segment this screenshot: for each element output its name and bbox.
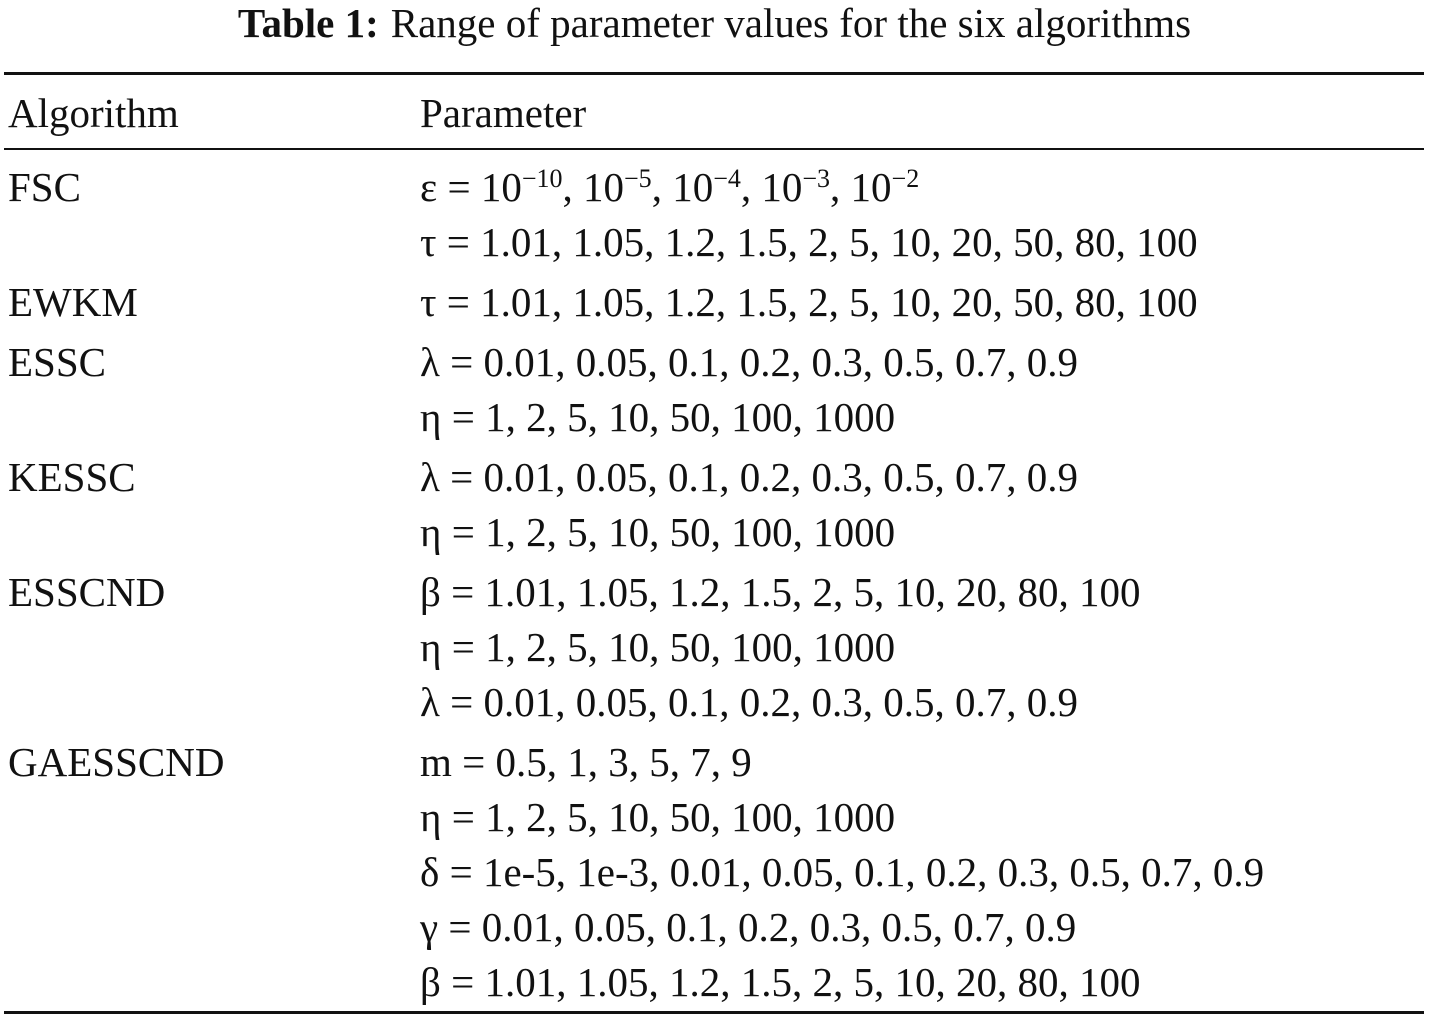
- parameter-text: η = 1, 2, 5, 10, 50, 100, 1000: [420, 509, 896, 555]
- caption-label: Table 1:: [237, 0, 379, 46]
- header-rule: [4, 148, 1424, 150]
- parameter-cell: β = 1.01, 1.05, 1.2, 1.5, 2, 5, 10, 20, …: [420, 565, 1429, 730]
- parameter-line: ε = 10−10, 10−5, 10−4, 10−3, 10−2: [420, 160, 1429, 215]
- parameter-line: τ = 1.01, 1.05, 1.2, 1.5, 2, 5, 10, 20, …: [420, 275, 1429, 330]
- parameter-cell: m = 0.5, 1, 3, 5, 7, 9 η = 1, 2, 5, 10, 5…: [420, 735, 1429, 1010]
- algorithm-cell: FSC: [8, 164, 81, 210]
- table-row: ESSC λ = 0.01, 0.05, 0.1, 0.2, 0.3, 0.5, …: [0, 335, 1429, 450]
- bottom-rule: [4, 1011, 1424, 1014]
- parameter-line: β = 1.01, 1.05, 1.2, 1.5, 2, 5, 10, 20, …: [420, 565, 1429, 620]
- parameter-text: τ = 1.01, 1.05, 1.2, 1.5, 2, 5, 10, 20, …: [420, 279, 1198, 325]
- parameter-text: β = 1.01, 1.05, 1.2, 1.5, 2, 5, 10, 20, …: [420, 569, 1141, 615]
- parameter-cell: τ = 1.01, 1.05, 1.2, 1.5, 2, 5, 10, 20, …: [420, 275, 1429, 330]
- parameter-text: η = 1, 2, 5, 10, 50, 100, 1000: [420, 394, 896, 440]
- table-body: FSC ε = 10−10, 10−5, 10−4, 10−3, 10−2 τ = …: [0, 160, 1429, 1015]
- parameter-text: δ = 1e-5, 1e-3, 0.01, 0.05, 0.1, 0.2, 0.…: [420, 849, 1265, 895]
- table-row: FSC ε = 10−10, 10−5, 10−4, 10−3, 10−2 τ = …: [0, 160, 1429, 275]
- table-header: Algorithm Parameter: [0, 88, 1429, 138]
- parameter-text: m = 0.5, 1, 3, 5, 7, 9: [420, 739, 752, 785]
- parameter-text: , 10: [562, 164, 625, 210]
- parameter-text: , 10: [830, 164, 892, 210]
- parameter-text: γ = 0.01, 0.05, 0.1, 0.2, 0.3, 0.5, 0.7,…: [420, 904, 1077, 950]
- exponent: −3: [802, 164, 831, 193]
- algorithm-cell: KESSC: [8, 454, 136, 500]
- parameter-line: λ = 0.01, 0.05, 0.1, 0.2, 0.3, 0.5, 0.7,…: [420, 675, 1429, 730]
- parameter-cell: λ = 0.01, 0.05, 0.1, 0.2, 0.3, 0.5, 0.7,…: [420, 335, 1429, 445]
- parameter-line: λ = 0.01, 0.05, 0.1, 0.2, 0.3, 0.5, 0.7,…: [420, 335, 1429, 390]
- parameter-line: γ = 0.01, 0.05, 0.1, 0.2, 0.3, 0.5, 0.7,…: [420, 900, 1429, 955]
- parameter-line: λ = 0.01, 0.05, 0.1, 0.2, 0.3, 0.5, 0.7,…: [420, 450, 1429, 505]
- parameter-text: , 10: [651, 164, 714, 210]
- header-cell: Algorithm: [8, 90, 179, 136]
- parameter-line: δ = 1e-5, 1e-3, 0.01, 0.05, 0.1, 0.2, 0.…: [420, 845, 1429, 900]
- exponent: −10: [521, 164, 563, 193]
- top-rule: [4, 72, 1424, 75]
- parameter-line: η = 1, 2, 5, 10, 50, 100, 1000: [420, 505, 1429, 560]
- parameter-line: η = 1, 2, 5, 10, 50, 100, 1000: [420, 620, 1429, 675]
- parameter-line: β = 1.01, 1.05, 1.2, 1.5, 2, 5, 10, 20, …: [420, 955, 1429, 1010]
- exponent: −5: [624, 164, 652, 193]
- parameter-cell: ε = 10−10, 10−5, 10−4, 10−3, 10−2 τ = 1.0…: [420, 160, 1429, 270]
- table-row: KESSC λ = 0.01, 0.05, 0.1, 0.2, 0.3, 0.5,…: [0, 450, 1429, 565]
- parameter-line: η = 1, 2, 5, 10, 50, 100, 1000: [420, 390, 1429, 445]
- algorithm-cell: GAESSCND: [8, 739, 225, 785]
- parameter-text: λ = 0.01, 0.05, 0.1, 0.2, 0.3, 0.5, 0.7,…: [420, 454, 1079, 500]
- parameter-text: η = 1, 2, 5, 10, 50, 100, 1000: [420, 624, 896, 670]
- parameter-text: , 10: [740, 164, 803, 210]
- parameter-text: λ = 0.01, 0.05, 0.1, 0.2, 0.3, 0.5, 0.7,…: [420, 679, 1079, 725]
- parameter-line: m = 0.5, 1, 3, 5, 7, 9: [420, 735, 1429, 790]
- parameter-text: λ = 0.01, 0.05, 0.1, 0.2, 0.3, 0.5, 0.7,…: [420, 339, 1079, 385]
- algorithm-cell: EWKM: [8, 279, 138, 325]
- algorithm-cell: ESSC: [8, 339, 106, 385]
- parameter-text: τ = 1.01, 1.05, 1.2, 1.5, 2, 5, 10, 20, …: [420, 219, 1198, 265]
- parameter-text: η = 1, 2, 5, 10, 50, 100, 1000: [420, 794, 896, 840]
- table-row: GAESSCND m = 0.5, 1, 3, 5, 7, 9 η = 1, 2, …: [0, 735, 1429, 1015]
- parameter-text: β = 1.01, 1.05, 1.2, 1.5, 2, 5, 10, 20, …: [420, 959, 1141, 1005]
- exponent: −4: [713, 164, 741, 193]
- table-row: ESSCND β = 1.01, 1.05, 1.2, 1.5, 2, 5, 10…: [0, 565, 1429, 735]
- parameter-text: ε = 10: [420, 164, 522, 210]
- header-cell: Parameter: [420, 90, 587, 136]
- table-row: EWKM τ = 1.01, 1.05, 1.2, 1.5, 2, 5, 10, …: [0, 275, 1429, 335]
- parameter-line: τ = 1.01, 1.05, 1.2, 1.5, 2, 5, 10, 20, …: [420, 215, 1429, 270]
- parameter-cell: λ = 0.01, 0.05, 0.1, 0.2, 0.3, 0.5, 0.7,…: [420, 450, 1429, 560]
- exponent: −2: [891, 164, 920, 193]
- table-caption: Table 1: Range of parameter values for th…: [0, 0, 1429, 46]
- parameter-line: η = 1, 2, 5, 10, 50, 100, 1000: [420, 790, 1429, 845]
- algorithm-cell: ESSCND: [8, 569, 166, 615]
- caption-text: Range of parameter values for the six al…: [390, 0, 1192, 46]
